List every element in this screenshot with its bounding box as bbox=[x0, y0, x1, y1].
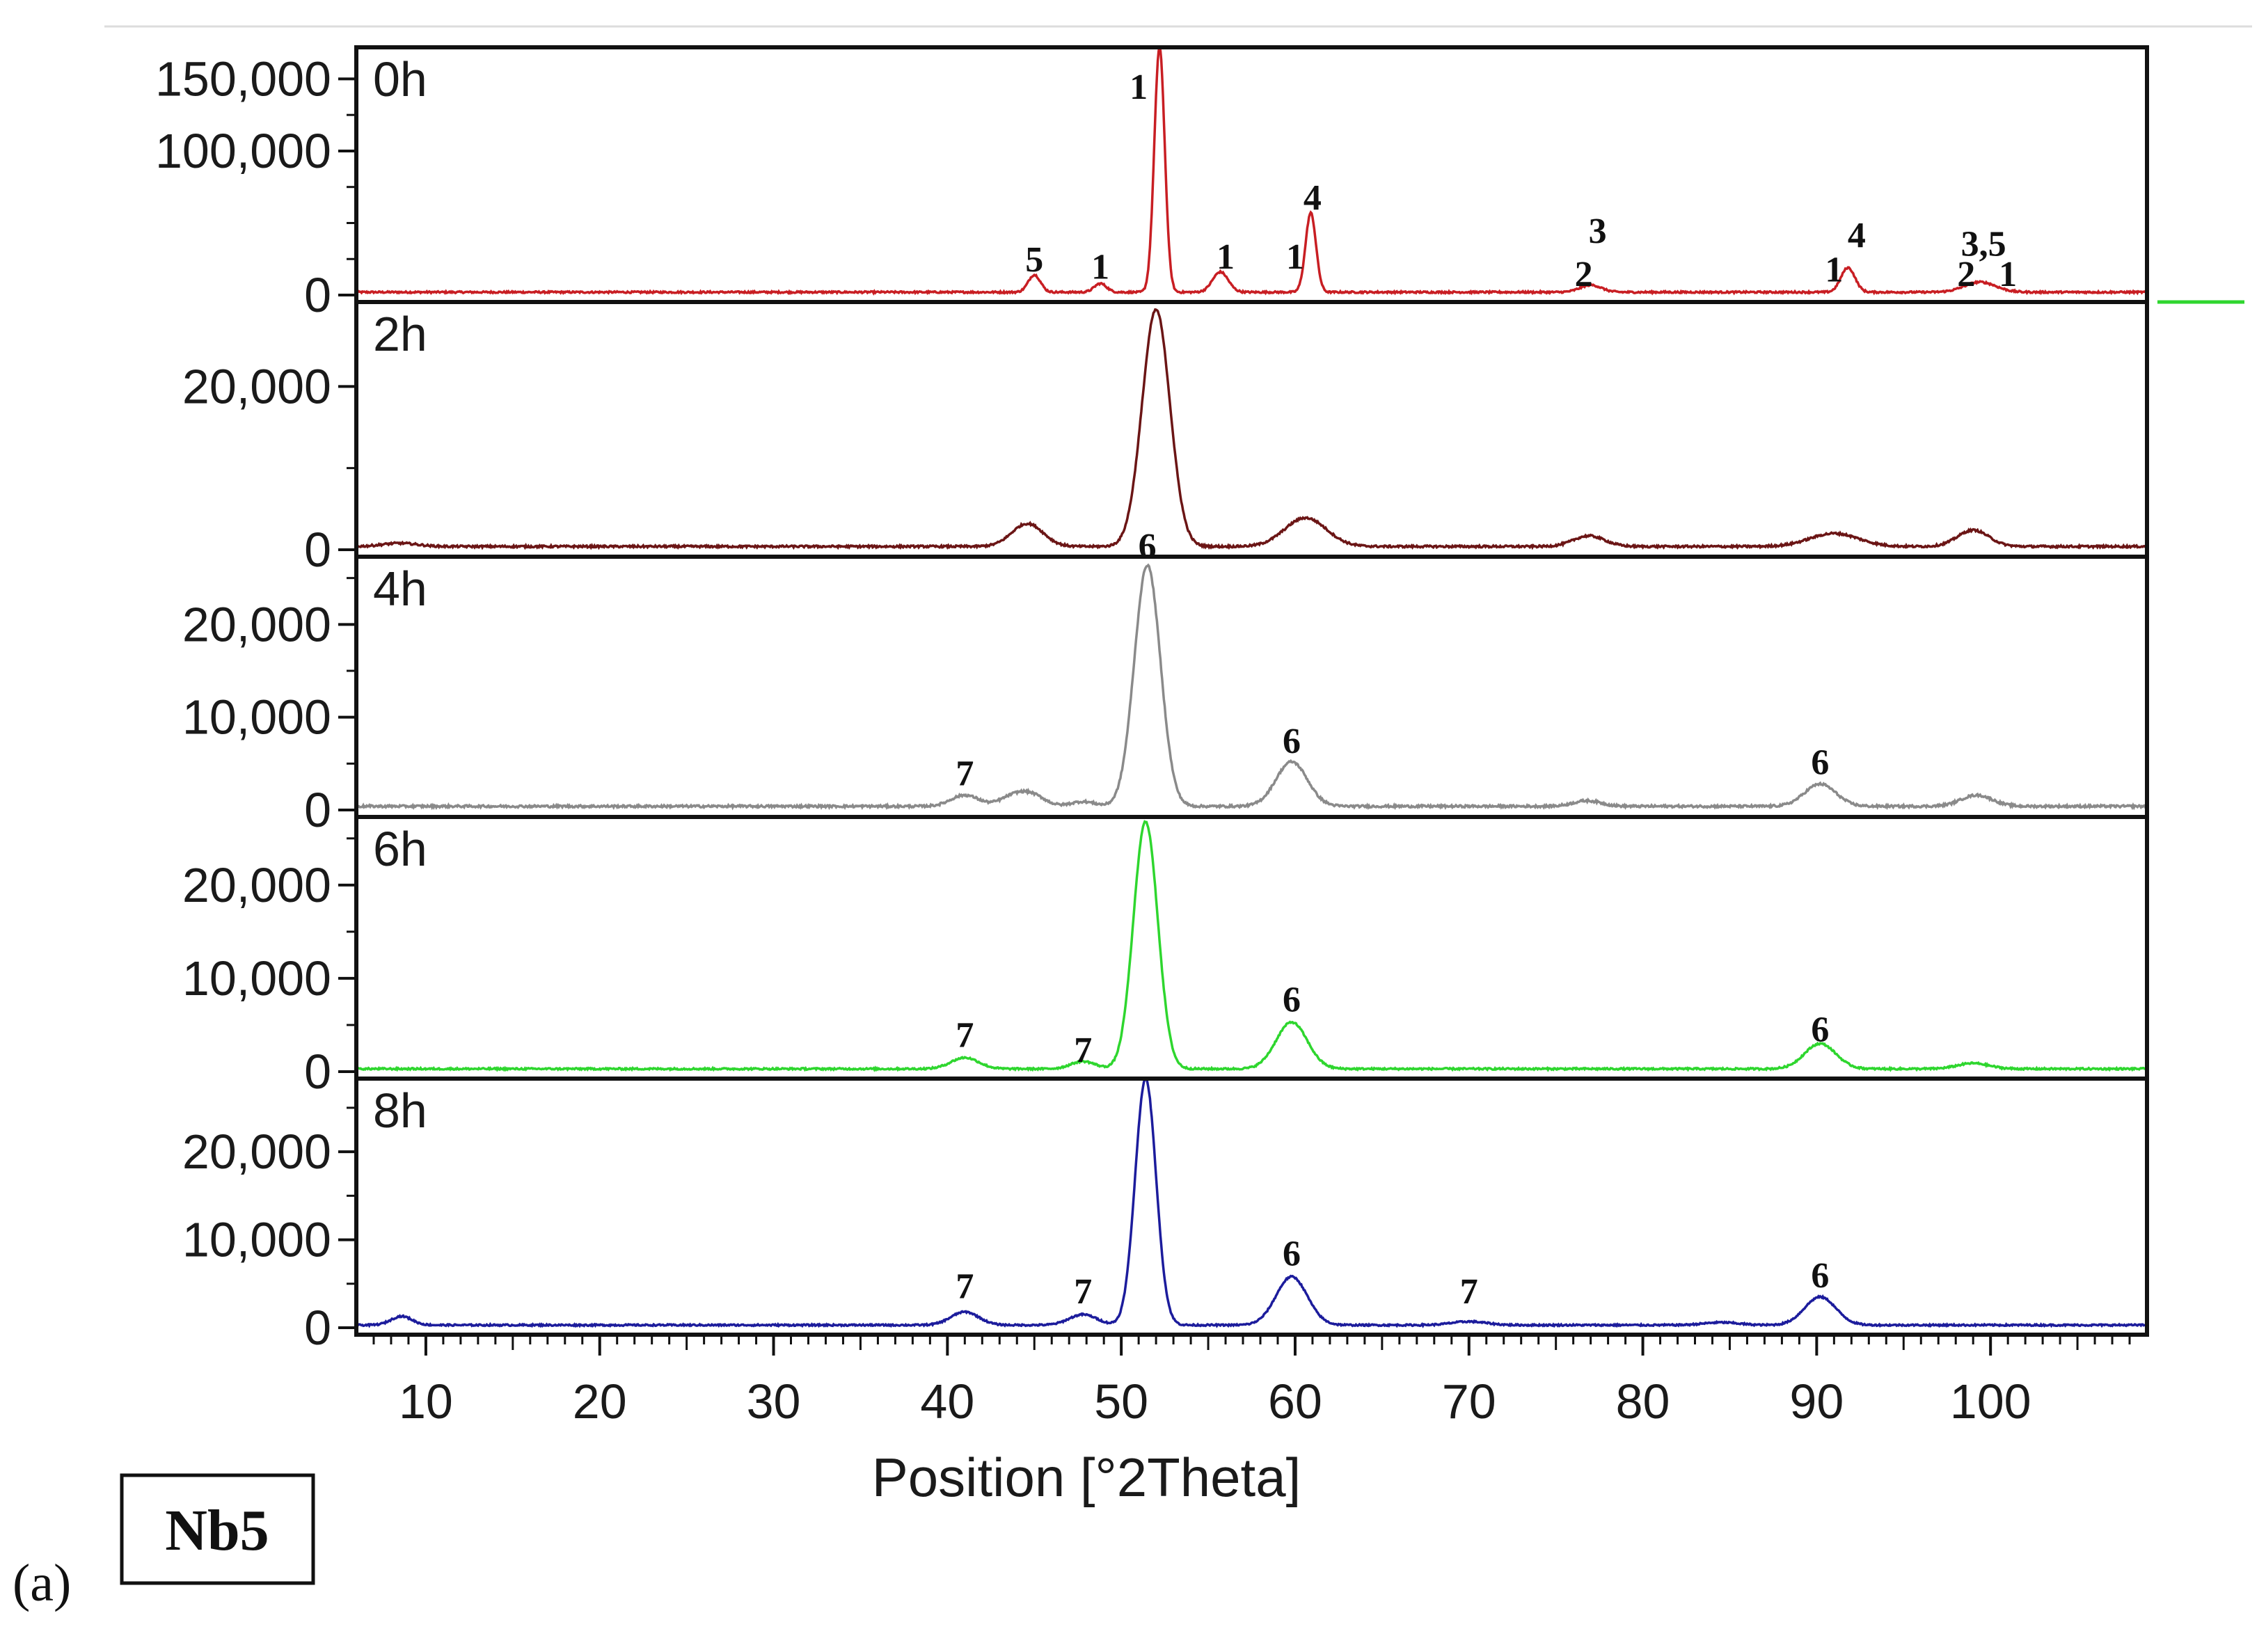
panel-frame bbox=[354, 815, 2149, 1081]
peak-annotation: 4 bbox=[1848, 216, 1866, 255]
peak-annotation: 7 bbox=[1074, 1031, 1092, 1070]
panel-label-2h: 2h bbox=[373, 307, 427, 361]
y-tick-label: 0 bbox=[304, 268, 331, 322]
x-tick-label: 40 bbox=[920, 1374, 974, 1429]
peak-annotation: 7 bbox=[1460, 1272, 1478, 1312]
peak-annotation: 1 bbox=[1825, 251, 1843, 290]
panel-6h: 0 10,000 20,000 6h 7 7 6 6 bbox=[182, 815, 2149, 1099]
peak-annotation: 6 bbox=[1283, 722, 1301, 761]
y-tick-label: 10,000 bbox=[182, 1213, 331, 1267]
peak-annotation: 1 bbox=[1286, 237, 1304, 277]
x-tick-label: 60 bbox=[1268, 1374, 1322, 1429]
peak-annotation: 6 bbox=[1283, 980, 1301, 1019]
panel-frame bbox=[354, 300, 2149, 559]
x-tick-label: 80 bbox=[1616, 1374, 1670, 1429]
y-tick-label: 20,000 bbox=[182, 597, 331, 651]
y-tick-label: 150,000 bbox=[155, 51, 331, 106]
y-tick-label: 20,000 bbox=[182, 359, 331, 413]
y-tick-label: 100,000 bbox=[155, 124, 331, 178]
x-axis-title: Position [°2Theta] bbox=[872, 1447, 1301, 1508]
y-tick-label: 0 bbox=[304, 783, 331, 837]
panel-label-6h: 6h bbox=[373, 822, 427, 876]
peak-annotation: 6 bbox=[1283, 1234, 1301, 1274]
peak-annotation: 7 bbox=[956, 1266, 974, 1306]
peak-annotation: 4 bbox=[1304, 178, 1322, 218]
sample-label: Nb5 bbox=[165, 1498, 269, 1563]
peak-annotation: 5 bbox=[1025, 240, 1043, 280]
peak-annotation: 2 bbox=[1957, 255, 1975, 294]
peak-annotation: 7 bbox=[956, 754, 974, 794]
panel-8h: 0 10,000 20,000 8h 7 7 6 7 6 bbox=[182, 1077, 2149, 1355]
series-8h bbox=[356, 1079, 2147, 1328]
peak-annotation: 1 bbox=[1091, 248, 1109, 287]
y-tick-label: 0 bbox=[304, 1301, 331, 1355]
peak-annotation: 3,5 bbox=[1961, 224, 2006, 264]
panel-frame bbox=[354, 45, 2149, 304]
series-0h bbox=[356, 47, 2147, 296]
y-tick-label: 10,000 bbox=[182, 951, 331, 1006]
peak-annotation: 1 bbox=[1217, 237, 1235, 277]
peak-annotation: 6 bbox=[1139, 527, 1157, 566]
x-tick-label: 70 bbox=[1442, 1374, 1496, 1429]
panel-frame bbox=[354, 1077, 2149, 1337]
peak-annotation: 7 bbox=[1074, 1272, 1092, 1312]
y-tick-label: 0 bbox=[304, 1045, 331, 1099]
panel-frame bbox=[354, 555, 2149, 819]
series-6h bbox=[356, 820, 2147, 1072]
sample-label-box bbox=[120, 1473, 315, 1585]
x-tick-label: 10 bbox=[399, 1374, 453, 1429]
peak-annotation: 1 bbox=[1130, 67, 1148, 107]
panel-4h: 0 10,000 20,000 4h 6 7 6 6 bbox=[182, 527, 2149, 837]
y-tick-label: 20,000 bbox=[182, 1125, 331, 1179]
x-tick-label: 50 bbox=[1094, 1374, 1148, 1429]
peak-annotation: 1 bbox=[1999, 255, 2017, 294]
peak-annotation: 3 bbox=[1589, 212, 1607, 251]
y-tick-label: 20,000 bbox=[182, 858, 331, 912]
panel-label-8h: 8h bbox=[373, 1083, 427, 1138]
peak-annotation: 7 bbox=[956, 1015, 974, 1055]
x-tick-label: 90 bbox=[1789, 1374, 1844, 1429]
panel-label-0h: 0h bbox=[373, 52, 427, 106]
panel-label-4h: 4h bbox=[373, 562, 427, 616]
peak-annotation: 6 bbox=[1811, 1256, 1829, 1296]
peak-annotation: 6 bbox=[1811, 743, 1829, 783]
peak-annotation: 2 bbox=[1575, 255, 1593, 294]
x-tick-label: 100 bbox=[1950, 1374, 2031, 1429]
series-4h bbox=[356, 563, 2147, 811]
series-2h bbox=[356, 308, 2147, 550]
x-tick-label: 30 bbox=[747, 1374, 801, 1429]
peak-annotation: 6 bbox=[1811, 1010, 1829, 1049]
y-tick-label: 10,000 bbox=[182, 690, 331, 745]
subfigure-label: (a) bbox=[13, 1554, 71, 1612]
panel-2h: 0 20,000 2h bbox=[182, 300, 2149, 577]
x-tick-label: 20 bbox=[573, 1374, 627, 1429]
y-tick-label: 0 bbox=[304, 523, 331, 577]
